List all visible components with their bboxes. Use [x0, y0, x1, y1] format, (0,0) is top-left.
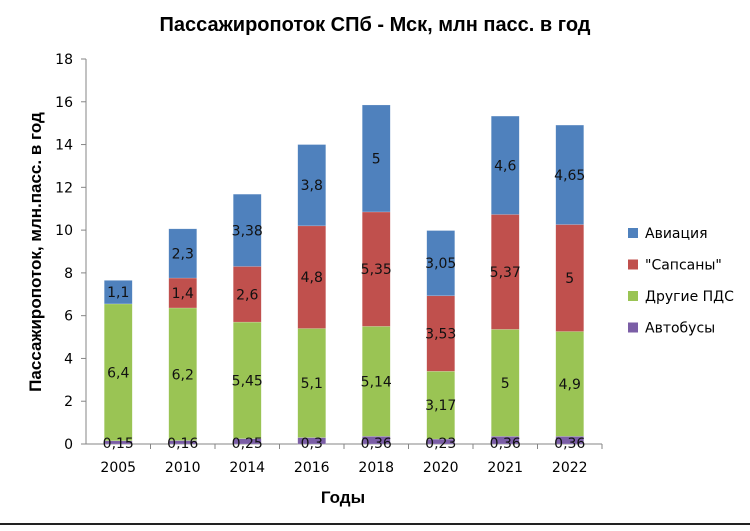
- y-tick-label: 18: [55, 52, 73, 68]
- x-tick-label: 2018: [358, 460, 394, 476]
- legend-label: Авиация: [645, 226, 708, 242]
- bar-segment: [168, 307, 197, 441]
- y-tick-label: 14: [55, 138, 73, 154]
- data-label: 4,8: [301, 270, 323, 286]
- bar-segment: [426, 371, 455, 440]
- x-tick-label: 2020: [423, 460, 459, 476]
- bar-segment: [362, 211, 391, 327]
- data-label: 0,25: [232, 436, 263, 452]
- legend-swatch: [628, 322, 638, 333]
- legend-swatch: [628, 259, 638, 270]
- bar-segment: [297, 144, 326, 227]
- bar-segment: [426, 295, 455, 372]
- y-tick-label: 10: [55, 223, 73, 239]
- legend-label: Другие ПДС: [645, 289, 734, 305]
- data-label: 4,65: [554, 168, 585, 184]
- bar-segment: [362, 104, 391, 213]
- bar-segment: [362, 326, 391, 437]
- bar-segment: [104, 303, 133, 442]
- y-tick-label: 16: [55, 95, 73, 111]
- x-axis-title: Годы: [321, 488, 365, 507]
- data-label: 1,4: [172, 286, 194, 302]
- data-label: 5,14: [361, 374, 392, 390]
- x-tick-label: 2021: [487, 460, 523, 476]
- legend-label: "Сапсаны": [645, 258, 722, 274]
- data-label: 0,23: [425, 436, 456, 452]
- bar-segment: [491, 115, 520, 215]
- data-label: 3,8: [301, 178, 323, 194]
- bar-segment: [297, 225, 326, 329]
- bar-segment: [491, 329, 520, 437]
- data-label: 5,1: [301, 376, 323, 392]
- x-tick-label: 2014: [229, 460, 265, 476]
- data-label: 0,3: [301, 436, 323, 452]
- data-label: 5,45: [232, 373, 263, 389]
- x-tick-label: 2005: [100, 460, 136, 476]
- y-tick-label: 8: [64, 266, 73, 282]
- legend: Авиация "Сапсаны" Другие ПДС Автобусы: [628, 226, 734, 337]
- bar-segment: [426, 230, 455, 297]
- bar-segment: [104, 280, 133, 305]
- bar-segment: [233, 193, 262, 267]
- plot-area: 0 2 4 6 8 10 12 14 16 18 2005 2010 2014 2016 2018 2020 2…: [55, 52, 603, 476]
- bar-segment: [233, 266, 262, 323]
- chart-title: Пассажиропоток СПб - Мск, млн пасс. в го…: [160, 14, 591, 36]
- bar-segment: [555, 124, 584, 225]
- legend-label: Автобусы: [645, 321, 715, 337]
- data-label: 3,17: [425, 398, 456, 414]
- data-label: 5: [501, 376, 510, 392]
- data-label: 1,1: [107, 285, 129, 301]
- y-tick-label: 12: [55, 180, 73, 196]
- data-label: 6,4: [107, 365, 129, 381]
- bar-segment: [168, 277, 197, 309]
- data-label: 5: [565, 271, 574, 287]
- bar-segment: [233, 321, 262, 439]
- y-axis-title: Пассажиропоток, млн.пасс. в год: [26, 112, 45, 392]
- data-label: 4,6: [494, 158, 516, 174]
- legend-swatch: [628, 291, 638, 301]
- bar-segment: [168, 228, 197, 279]
- legend-swatch: [628, 228, 638, 238]
- data-label: 5,35: [361, 262, 392, 278]
- data-label: 3,05: [425, 256, 456, 272]
- data-label: 0,15: [103, 436, 134, 452]
- data-label: 0,36: [361, 436, 392, 452]
- y-tick-label: 2: [64, 394, 73, 410]
- data-label: 0,16: [167, 436, 198, 452]
- data-label: 2,6: [236, 287, 258, 303]
- bottom-divider: [0, 523, 750, 525]
- data-label: 4,9: [559, 377, 581, 393]
- data-label: 3,53: [425, 327, 456, 343]
- bar-segment: [297, 328, 326, 438]
- bar-segment: [491, 214, 520, 330]
- data-label: 5: [372, 151, 381, 167]
- data-label: 0,36: [554, 436, 585, 452]
- x-tick-label: 2016: [294, 460, 330, 476]
- x-tick-label: 2010: [165, 460, 201, 476]
- x-tick-label: 2022: [552, 460, 588, 476]
- y-tick-label: 6: [64, 309, 73, 325]
- data-label: 2,3: [172, 246, 194, 262]
- data-label: 6,2: [172, 367, 194, 383]
- y-tick-label: 4: [64, 351, 73, 367]
- data-label: 5,37: [490, 265, 521, 281]
- y-tick-label: 0: [64, 437, 73, 453]
- bar-segment: [555, 224, 584, 332]
- data-label: 0,36: [490, 436, 521, 452]
- data-label: 3,38: [232, 223, 263, 239]
